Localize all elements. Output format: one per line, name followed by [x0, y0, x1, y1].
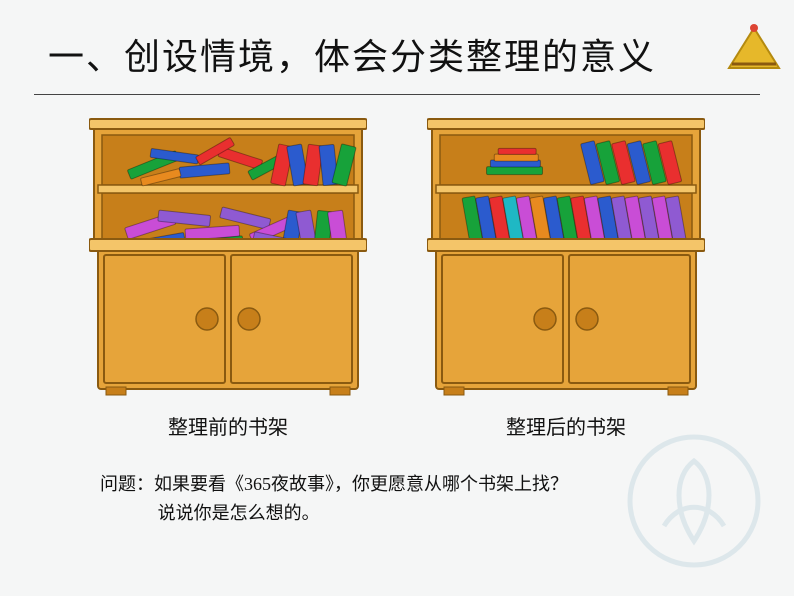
- page-title: 一、创设情境，体会分类整理的意义: [0, 0, 794, 90]
- caption-before: 整理前的书架: [168, 411, 288, 440]
- corner-decoration-icon: [724, 20, 784, 70]
- cabinet-before: 整理前的书架: [89, 117, 367, 440]
- title-divider: [34, 94, 760, 95]
- bookshelf-after-icon: [427, 117, 705, 397]
- bookshelf-before-icon: [89, 117, 367, 397]
- watermark-icon: [624, 431, 764, 576]
- caption-after: 整理后的书架: [506, 411, 626, 440]
- cabinet-after: 整理后的书架: [427, 117, 705, 440]
- cabinets-row: 整理前的书架 整理后的书架: [0, 117, 794, 440]
